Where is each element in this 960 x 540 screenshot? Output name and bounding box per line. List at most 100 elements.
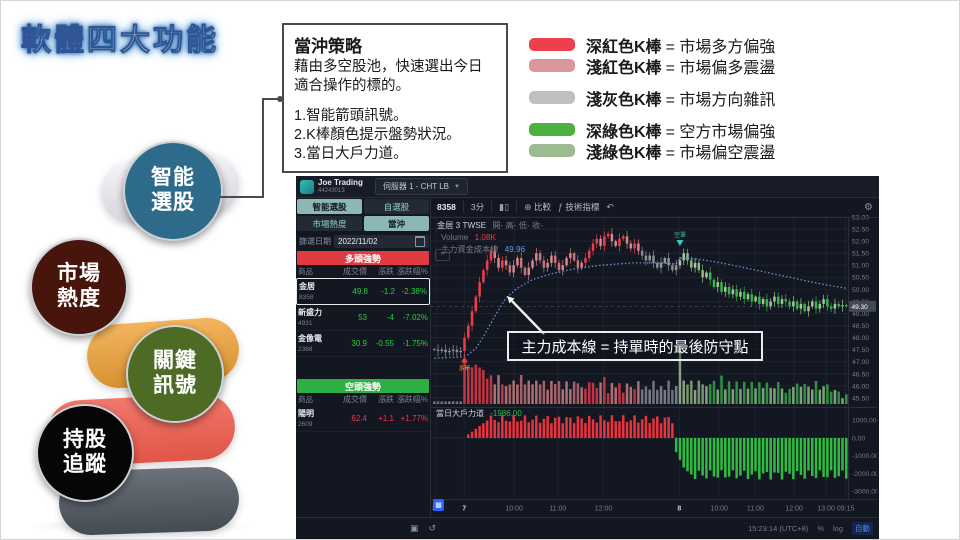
table-row[interactable]: 金居 8358 49.8 -1.2 -2.38% [296,278,430,305]
function-bubble-holding-track: 持股 追蹤 [36,404,134,502]
filter-date-label: 篩選日期 [299,236,331,246]
app-logo-icon [300,179,314,194]
bubble-label: 市場 [57,262,101,286]
legend-row: 淺紅色K棒 = 市場偏多震盪 [529,55,776,77]
svg-text:46.00: 46.00 [852,383,869,390]
svg-text:-3000.00: -3000.00 [852,489,877,496]
candlestick-chart[interactable]: 53.0052.5052.0051.5051.0050.5050.0049.50… [431,197,877,539]
legend-row: 深綠色K棒 = 空方市場偏強 [529,119,776,141]
svg-text:空單: 空單 [674,231,686,239]
legend-meaning: = 市場偏空震盪 [665,144,776,162]
svg-text:1000.00: 1000.00 [852,418,877,425]
chart-statusbar: ▣ ↺ 15:23:14 (UTC+8) % log 自動 [296,517,879,539]
svg-text:0.00: 0.00 [852,435,865,442]
legend-swatch-deep-red [529,38,575,51]
svg-text:12:00: 12:00 [595,506,613,513]
volume-value: 1.08K [474,233,496,242]
svg-text:50.00: 50.00 [852,287,869,294]
tab-watchlist[interactable]: 自選股 [364,199,429,214]
svg-text:52.50: 52.50 [852,226,869,233]
svg-text:46.50: 46.50 [852,371,869,378]
svg-text:8: 8 [677,506,681,513]
strategy-item: 2.K棒顏色提示盤勢狀況。 [294,127,461,144]
candle-style-icon[interactable]: ▮▯ [499,201,510,212]
legend-swatch-deep-green [529,123,575,136]
chart-legend: 金居 3 TWSE 開- 高- 低- 收- Volume 1.08K 主力資金成… [437,220,543,256]
svg-text:13:00: 13:00 [817,506,835,513]
tab-day-trade[interactable]: 當沖 [364,216,429,231]
legend-swatch-light-green [529,144,575,157]
svg-text:11:00: 11:00 [549,506,566,513]
function-bubble-smart-stock-pick: 智能 選股 [123,141,223,241]
legend-symbol[interactable]: 金居 3 TWSE [437,221,487,230]
calendar-badge-icon[interactable]: ▦ [433,499,444,511]
legend-row: 淺綠色K棒 = 市場偏空震盪 [529,140,776,162]
legend-term: 深綠色K棒 [586,123,662,141]
brand-name: Joe Trading [318,178,363,187]
indicators-button[interactable]: ƒ 技術指標 [558,202,600,212]
svg-text:49.30: 49.30 [852,304,869,311]
svg-text:51.50: 51.50 [852,251,869,258]
cost-line-label[interactable]: 主力資金成本線 [441,245,499,254]
svg-text:52.00: 52.00 [852,239,869,246]
kbar-color-legend: 深紅色K棒 = 市場多方偏強 淺紅色K棒 = 市場偏多震盪 淺灰色K棒 = 市場… [529,34,776,162]
percent-scale-button[interactable]: % [817,524,824,533]
chart-region: 53.0052.5052.0051.5051.0050.5050.0049.50… [431,197,879,539]
strategy-item: 3.當日大戶力道。 [294,146,408,163]
table-row[interactable]: 陽明 2609 62.4 +1.1 +1.77% [296,406,430,432]
tab-market-heat[interactable]: 市場熱度 [297,216,362,231]
svg-text:48.00: 48.00 [852,335,869,342]
legend-meaning: = 空方市場偏強 [665,123,776,141]
table-row[interactable]: 新盛力 4931 53 -4 -7.02% [296,305,430,331]
symbol-search[interactable]: 8358 [437,202,456,212]
log-scale-button[interactable]: log [832,524,843,533]
go-to-date-icon[interactable]: ▣ [410,523,419,533]
cost-line-annotation: 主力成本線 = 持單時的最後防守點 [507,331,763,361]
reset-view-icon[interactable]: ↺ [428,523,437,533]
svg-text:12:00: 12:00 [785,506,803,513]
bubble-label: 智能 [151,166,195,190]
undo-icon[interactable]: ↶ [606,201,614,212]
tab-smart-stock-pick[interactable]: 智能選股 [297,199,362,214]
bubble-label: 持股 [63,428,107,452]
server-dropdown[interactable]: 伺服器 1 - CHT LB ▼ [374,178,468,195]
filter-date-input[interactable]: 2022/11/02 [334,234,429,248]
bear-strong-banner: 空頭強勢 [297,379,429,393]
svg-text:09:15: 09:15 [837,506,855,513]
svg-text:47.00: 47.00 [852,359,869,366]
collapse-legend-button[interactable]: ^ [435,249,450,261]
account-number: 44243013 [318,188,345,194]
legend-term: 淺紅色K棒 [586,59,662,77]
bubble-label: 選股 [151,191,195,214]
force-pane-label: 當日大戶力道 -1986.00 [436,409,522,418]
svg-text:48.50: 48.50 [852,323,869,330]
interval-selector[interactable]: 3分 [470,202,485,212]
auto-scale-button[interactable]: 自動 [852,522,873,535]
legend-term: 淺綠色K棒 [586,144,662,162]
clock-readout[interactable]: 15:23:14 (UTC+8) [748,524,809,533]
svg-text:50.50: 50.50 [852,275,869,282]
watchlist-panel: 智能選股 自選股 市場熱度 當沖 篩選日期 2022/11/02 多頭強勢 商品… [296,197,431,539]
server-dropdown-value: 伺服器 1 - CHT LB [382,182,449,191]
function-bubble-key-signal: 關鍵 訊號 [126,325,224,423]
compare-button[interactable]: ⊕ 比較 [524,202,551,212]
legend-meaning: = 市場偏多震盪 [665,59,776,77]
page-title: 軟體四大功能 [21,24,219,58]
volume-label[interactable]: Volume [441,233,469,242]
cost-line-value: 49.96 [504,245,526,254]
legend-row: 深紅色K棒 = 市場多方偏強 [529,34,775,56]
strategy-note: 當沖策略 藉由多空股池，快速選出今日適合操作的標的。 1.智能箭頭訊號。 2.K… [282,23,508,173]
gear-icon[interactable]: ⚙ [864,201,873,213]
filter-date-value: 2022/11/02 [338,236,378,246]
table-row[interactable]: 金像電 2368 30.9 -0.55 -1.75% [296,331,430,357]
strategy-title: 當沖策略 [294,37,362,56]
bubble-label: 熱度 [57,287,101,310]
calendar-icon[interactable] [415,235,425,247]
function-bubble-market-heat: 市場 熱度 [30,238,128,336]
legend-term: 淺灰色K棒 [586,91,662,109]
bubble-label: 關鍵 [153,349,197,373]
svg-text:10:00: 10:00 [505,506,523,513]
svg-text:45.50: 45.50 [852,395,869,402]
bubble-label: 訊號 [153,374,197,397]
svg-text:-2000.00: -2000.00 [852,471,877,478]
